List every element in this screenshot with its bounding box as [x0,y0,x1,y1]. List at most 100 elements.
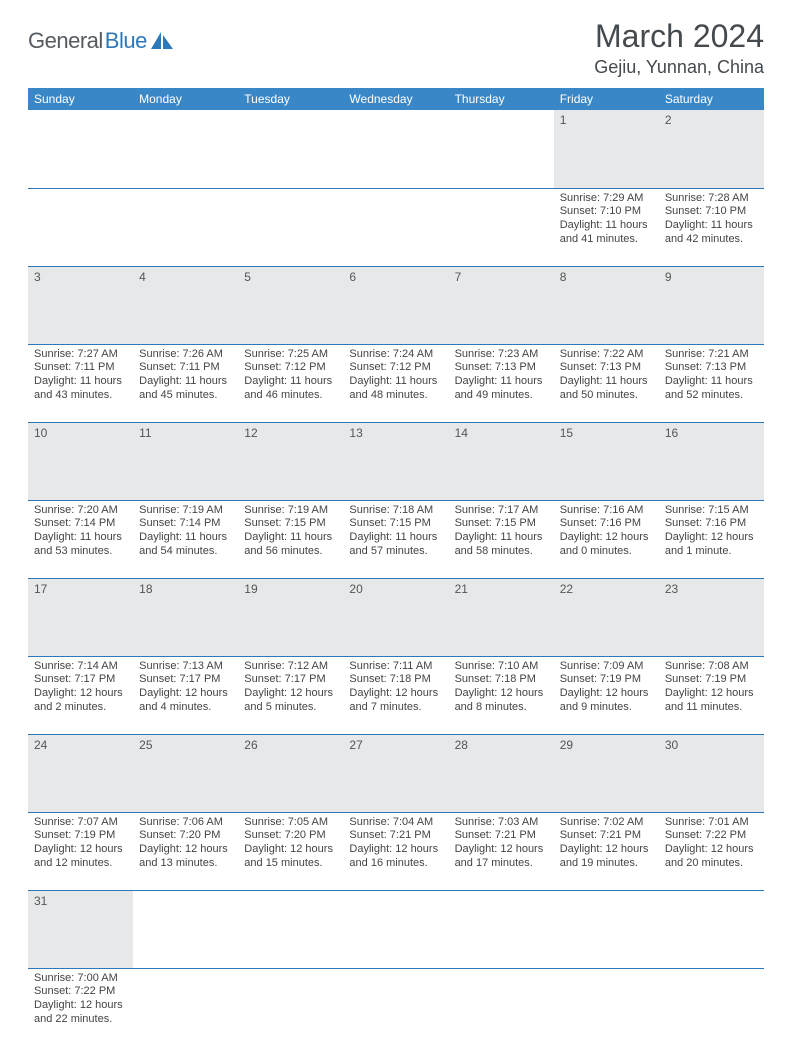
day-cell: Sunrise: 7:03 AMSunset: 7:21 PMDaylight:… [449,812,554,890]
day-cell: Sunrise: 7:18 AMSunset: 7:15 PMDaylight:… [343,500,448,578]
day-number: 29 [554,734,659,812]
daylight-text: and 46 minutes. [244,389,337,403]
day-number: 16 [659,422,764,500]
day-cell [449,968,554,1046]
day-number: 26 [238,734,343,812]
daylight-text: Daylight: 12 hours [349,843,442,857]
sunset-text: Sunset: 7:13 PM [665,361,758,375]
day-cell [238,968,343,1046]
day-number [238,110,343,188]
day-cell: Sunrise: 7:29 AMSunset: 7:10 PMDaylight:… [554,188,659,266]
sunrise-text: Sunrise: 7:00 AM [34,972,127,986]
day-number: 28 [449,734,554,812]
daylight-text: Daylight: 11 hours [34,531,127,545]
sunrise-text: Sunrise: 7:12 AM [244,660,337,674]
day-number: 18 [133,578,238,656]
day-cell [554,968,659,1046]
daylight-text: Daylight: 12 hours [139,687,232,701]
sunset-text: Sunset: 7:14 PM [34,517,127,531]
sunset-text: Sunset: 7:15 PM [455,517,548,531]
brand-part2: Blue [105,28,147,54]
sunrise-text: Sunrise: 7:22 AM [560,348,653,362]
daylight-text: Daylight: 11 hours [139,375,232,389]
data-row: Sunrise: 7:00 AMSunset: 7:22 PMDaylight:… [28,968,764,1046]
weekday-header: Saturday [659,88,764,110]
daylight-text: Daylight: 12 hours [455,843,548,857]
sunset-text: Sunset: 7:18 PM [349,673,442,687]
day-number [133,890,238,968]
weekday-header: Monday [133,88,238,110]
day-number: 31 [28,890,133,968]
daylight-text: Daylight: 11 hours [349,531,442,545]
day-number: 21 [449,578,554,656]
sunrise-text: Sunrise: 7:02 AM [560,816,653,830]
daylight-text: and 58 minutes. [455,545,548,559]
day-number [133,110,238,188]
sunset-text: Sunset: 7:17 PM [34,673,127,687]
sunset-text: Sunset: 7:22 PM [34,985,127,999]
daylight-text: Daylight: 11 hours [665,375,758,389]
daylight-text: and 19 minutes. [560,857,653,871]
day-cell: Sunrise: 7:15 AMSunset: 7:16 PMDaylight:… [659,500,764,578]
sunrise-text: Sunrise: 7:17 AM [455,504,548,518]
daylight-text: and 41 minutes. [560,233,653,247]
daylight-text: Daylight: 12 hours [349,687,442,701]
day-cell: Sunrise: 7:08 AMSunset: 7:19 PMDaylight:… [659,656,764,734]
sunrise-text: Sunrise: 7:04 AM [349,816,442,830]
daylight-text: Daylight: 11 hours [139,531,232,545]
sunset-text: Sunset: 7:19 PM [665,673,758,687]
daylight-text: Daylight: 12 hours [665,687,758,701]
title-block: March 2024 Gejiu, Yunnan, China [594,18,764,78]
daylight-text: Daylight: 12 hours [34,999,127,1013]
sunrise-text: Sunrise: 7:10 AM [455,660,548,674]
sunrise-text: Sunrise: 7:18 AM [349,504,442,518]
day-number: 17 [28,578,133,656]
day-cell [28,188,133,266]
sunrise-text: Sunrise: 7:14 AM [34,660,127,674]
day-number: 6 [343,266,448,344]
day-cell: Sunrise: 7:20 AMSunset: 7:14 PMDaylight:… [28,500,133,578]
month-title: March 2024 [594,18,764,55]
sunrise-text: Sunrise: 7:11 AM [349,660,442,674]
sunrise-text: Sunrise: 7:29 AM [560,192,653,206]
sunset-text: Sunset: 7:11 PM [139,361,232,375]
day-number: 27 [343,734,448,812]
sunset-text: Sunset: 7:13 PM [560,361,653,375]
day-cell: Sunrise: 7:27 AMSunset: 7:11 PMDaylight:… [28,344,133,422]
sunrise-text: Sunrise: 7:27 AM [34,348,127,362]
header: GeneralBlue March 2024 Gejiu, Yunnan, Ch… [28,18,764,78]
sunset-text: Sunset: 7:17 PM [244,673,337,687]
sunset-text: Sunset: 7:14 PM [139,517,232,531]
daylight-text: and 20 minutes. [665,857,758,871]
daynum-row: 12 [28,110,764,188]
sunrise-text: Sunrise: 7:13 AM [139,660,232,674]
daylight-text: Daylight: 11 hours [244,531,337,545]
day-cell: Sunrise: 7:19 AMSunset: 7:15 PMDaylight:… [238,500,343,578]
sunset-text: Sunset: 7:11 PM [34,361,127,375]
day-cell: Sunrise: 7:04 AMSunset: 7:21 PMDaylight:… [343,812,448,890]
daylight-text: Daylight: 11 hours [455,375,548,389]
sunrise-text: Sunrise: 7:05 AM [244,816,337,830]
weekday-header: Wednesday [343,88,448,110]
daylight-text: Daylight: 11 hours [665,219,758,233]
daylight-text: Daylight: 11 hours [34,375,127,389]
sunrise-text: Sunrise: 7:08 AM [665,660,758,674]
sunset-text: Sunset: 7:21 PM [455,829,548,843]
day-cell [343,968,448,1046]
day-cell: Sunrise: 7:24 AMSunset: 7:12 PMDaylight:… [343,344,448,422]
day-number: 14 [449,422,554,500]
day-number [449,110,554,188]
sunrise-text: Sunrise: 7:21 AM [665,348,758,362]
daylight-text: and 49 minutes. [455,389,548,403]
daylight-text: and 50 minutes. [560,389,653,403]
sunset-text: Sunset: 7:20 PM [139,829,232,843]
day-number [449,890,554,968]
sunset-text: Sunset: 7:17 PM [139,673,232,687]
day-number: 10 [28,422,133,500]
daylight-text: and 8 minutes. [455,701,548,715]
day-cell: Sunrise: 7:21 AMSunset: 7:13 PMDaylight:… [659,344,764,422]
data-row: Sunrise: 7:29 AMSunset: 7:10 PMDaylight:… [28,188,764,266]
day-cell: Sunrise: 7:23 AMSunset: 7:13 PMDaylight:… [449,344,554,422]
sunset-text: Sunset: 7:13 PM [455,361,548,375]
day-number [343,890,448,968]
